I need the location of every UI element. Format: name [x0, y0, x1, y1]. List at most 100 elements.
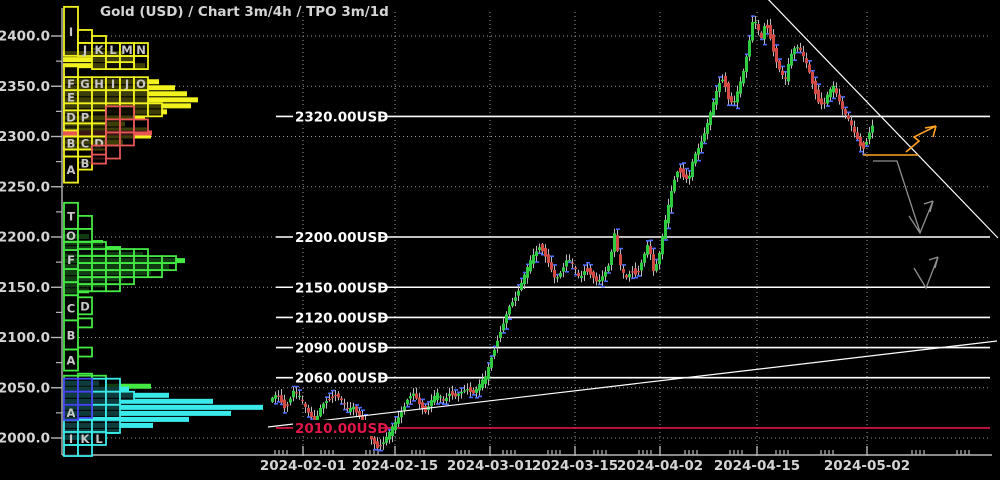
candle-body — [718, 83, 721, 92]
tpo-cell — [77, 419, 93, 434]
tpo-cell — [133, 118, 149, 134]
gray-projection-path[interactable] — [873, 160, 921, 233]
tpo-letter: F — [67, 253, 75, 267]
orange-arrowhead[interactable] — [924, 125, 937, 129]
candle-body — [661, 236, 664, 255]
tpo-letter: C — [81, 137, 89, 151]
tpo-cell — [63, 377, 79, 393]
x-axis-label: 2024-02-15 — [352, 458, 438, 474]
tpo-cell — [63, 281, 79, 297]
tpo-letter: L — [109, 43, 117, 57]
candle-body — [658, 253, 661, 264]
candle-body — [775, 48, 778, 63]
candle-body — [676, 171, 679, 178]
tpo-cell — [105, 269, 121, 279]
gray-arrowhead-1[interactable] — [929, 200, 934, 213]
candle-body — [634, 268, 637, 275]
tpo-cell — [91, 276, 107, 286]
candle-body — [706, 123, 709, 134]
candle-body — [628, 274, 631, 278]
candle-body — [727, 82, 730, 100]
x-axis-label: 2024-04-15 — [714, 458, 800, 474]
candle-body — [619, 254, 622, 266]
annotations[interactable] — [863, 125, 939, 290]
gray-up-arrow-2[interactable] — [913, 256, 939, 290]
candle-body — [790, 53, 793, 66]
candle-body — [469, 387, 472, 392]
candle-body — [871, 125, 874, 133]
gray-arrowhead-1[interactable] — [923, 200, 934, 205]
candle-body — [535, 251, 538, 257]
descending-resistance[interactable] — [765, 0, 999, 239]
tpo-cell — [77, 255, 93, 264]
tpo-cell — [63, 155, 79, 184]
gray-arrowhead-2[interactable] — [928, 256, 939, 261]
candle-body — [391, 426, 394, 437]
candle-body — [445, 397, 448, 402]
tpo-cell — [133, 89, 149, 105]
candle-body — [352, 406, 355, 410]
candle-body — [838, 94, 841, 102]
candle-body — [541, 244, 544, 252]
candle-body — [271, 397, 274, 402]
candle-body — [463, 390, 466, 392]
tpo-top[interactable]: IJ K L M NF G H I J OED PB C DBA — [63, 5, 198, 184]
tpo-cell — [77, 377, 93, 393]
tpo-cell — [91, 248, 107, 257]
candle-body — [679, 167, 682, 173]
tpo-cell — [77, 296, 93, 316]
candle-body — [721, 79, 724, 82]
tpo-cell — [63, 390, 79, 406]
tpo-letter: G — [80, 77, 89, 91]
candle-body — [334, 394, 337, 397]
gray-arrowhead-2[interactable] — [934, 256, 939, 269]
candle-body — [637, 271, 640, 273]
tpo-cell — [77, 269, 93, 279]
y-axis-label: 2350.0 — [0, 79, 50, 95]
candle-body — [343, 403, 346, 405]
tpo-cell — [77, 444, 93, 457]
tpo-cell — [119, 89, 135, 105]
candle-body — [331, 396, 334, 399]
tpo-cell — [77, 214, 93, 230]
tpo-letter: B — [81, 157, 90, 171]
tpo-letter: H — [94, 77, 104, 91]
candle-body — [760, 32, 763, 39]
tpo-bar — [63, 398, 213, 404]
trend-lines[interactable] — [267, 0, 999, 428]
tpo-letter: P — [81, 110, 89, 124]
candle-body — [292, 390, 295, 398]
tpo-cell — [91, 283, 107, 293]
candle-body — [826, 94, 829, 104]
gray-up-arrow-1[interactable] — [908, 200, 934, 235]
candle-body — [601, 276, 604, 281]
orange-arrowhead[interactable] — [932, 125, 937, 138]
y-axis-label: 2050.0 — [0, 380, 50, 396]
tpo-cell — [119, 248, 135, 257]
candle-body — [733, 101, 736, 103]
candle-body — [670, 191, 673, 208]
candle-body — [688, 175, 691, 179]
candle-body — [556, 277, 559, 279]
orange-breakout-arrow[interactable] — [905, 125, 937, 153]
tpo-bottom[interactable]: I K L A — [63, 377, 263, 457]
candle-body — [337, 393, 340, 398]
candle-body — [820, 98, 823, 105]
candle-body — [580, 275, 583, 278]
candle-body — [814, 80, 817, 94]
candle-body — [712, 102, 715, 116]
candle-body — [457, 393, 460, 396]
candle-body — [376, 441, 379, 449]
candle-body — [502, 323, 505, 331]
candle-body — [493, 349, 496, 356]
candle-body — [778, 60, 781, 70]
ascending-support[interactable] — [267, 340, 998, 428]
candle-body — [433, 395, 436, 403]
candle-body — [646, 245, 649, 255]
tpo-letter: B — [67, 137, 76, 151]
tpo-cell — [91, 431, 107, 446]
candle-body — [349, 407, 352, 413]
y-axis-label: 2000.0 — [0, 431, 50, 447]
